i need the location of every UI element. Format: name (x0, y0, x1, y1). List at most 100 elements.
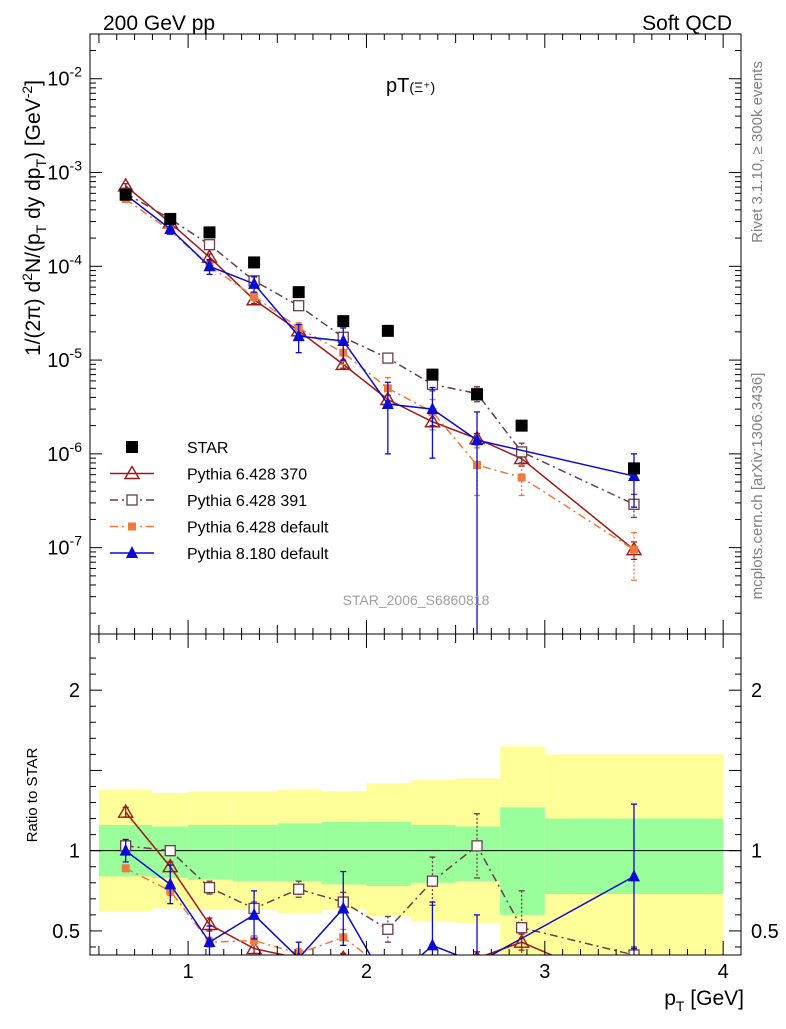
ratio-plot-area (90, 746, 741, 995)
main-data-point (382, 352, 394, 364)
main-y-tick-label: 10-3 (47, 158, 82, 185)
x-tick-label: 1 (183, 961, 194, 983)
main-data-point (337, 333, 350, 346)
main-data-point (426, 402, 439, 415)
main-data-point (381, 324, 394, 337)
rivet-label: Rivet 3.1.10, ≥ 300k events (749, 61, 766, 243)
ratio-data-point (471, 956, 483, 968)
ratio-y-tick-label: 0.5 (52, 921, 80, 943)
uncertainty-band-inner (188, 824, 233, 880)
watermark: STAR_2006_S6860818 (343, 592, 490, 608)
ratio-data-point (381, 972, 395, 984)
ratio-data-point (337, 901, 350, 914)
uncertainty-band-inner (366, 821, 412, 886)
ratio-data-point (627, 869, 640, 882)
ratio-data-point (384, 967, 392, 975)
main-y-tick-label: 10-2 (47, 64, 82, 91)
header-right: Soft QCD (642, 12, 732, 35)
main-data-point (203, 239, 216, 251)
ratio-data-point (293, 883, 305, 895)
ratio-x-axis: 1 2 3 4 (98, 634, 729, 983)
legend-label: Pythia 8.180 default (187, 546, 329, 563)
main-data-point (119, 188, 132, 201)
main-plot-area (117, 177, 643, 634)
ratio-data-point (296, 951, 301, 955)
main-data-point (293, 300, 305, 312)
main-data-point (335, 355, 352, 371)
main-data-point (337, 315, 350, 328)
ratio-data-point (426, 875, 439, 887)
ratio-data-point (627, 983, 641, 995)
x-tick-label: 4 (718, 961, 729, 983)
ratio-series-line (125, 811, 554, 955)
ratio-data-point (382, 923, 394, 935)
plot-title-main: pT (386, 75, 409, 97)
legend-marker (126, 546, 138, 558)
ratio-y-tick-label-right: 0.5 (751, 921, 779, 943)
ratio-data-point (515, 922, 528, 934)
ratio-data-point (245, 940, 263, 955)
main-data-point (629, 545, 638, 554)
uncertainty-band-inner (277, 823, 322, 882)
ratio-data-point (203, 935, 216, 948)
ratio-data-point (426, 938, 439, 951)
ratio-panel: 0.5 0.5 1 1 2 2 1 2 3 4 Ratio to STAR pT [GeV] (24, 633, 779, 1014)
ratio-data-point (203, 881, 216, 894)
legend-item: Pythia 6.428 391 (110, 493, 307, 510)
legend-marker (126, 494, 138, 506)
ratio-data-point (428, 959, 436, 967)
plot-title: pT(Ξ⁺) (386, 75, 435, 97)
ratio-y-axis: 0.5 0.5 1 1 2 2 (52, 657, 779, 948)
main-data-point (250, 292, 259, 301)
x-axis-title: pT [GeV] (664, 987, 744, 1014)
main-data-point (292, 286, 305, 299)
ratio-y-tick-label: 1 (69, 841, 80, 863)
legend-item: Pythia 6.428 370 (110, 465, 307, 484)
uncertainty-band-inner (500, 807, 545, 915)
plot-title-suffix: (Ξ⁺) (409, 79, 435, 95)
legend-item: STAR (126, 440, 228, 457)
legend-item: Pythia 8.180 default (110, 546, 329, 563)
legend: STAR Pythia 6.428 370 Pythia 6.428 391 Pyth… (110, 440, 329, 563)
main-data-point (627, 469, 640, 482)
legend-label: STAR (187, 440, 228, 457)
ratio-data-point (250, 936, 259, 945)
legend-label: Pythia 6.428 391 (187, 493, 307, 510)
main-y-tick-label: 10-7 (47, 533, 82, 560)
main-series (119, 188, 640, 475)
ratio-data-point (121, 864, 130, 873)
main-data-point (381, 397, 394, 410)
ratio-y-tick-label-right: 1 (751, 841, 762, 863)
main-y-axis-title: 1/(2π) d2N/(pT dy dpT) [GeV-2] (19, 80, 49, 356)
main-x-axis (98, 34, 724, 634)
uncertainty-band-inner (232, 824, 278, 882)
main-data-point (471, 433, 484, 446)
ratio-data-point (518, 962, 526, 970)
main-data-point (292, 329, 305, 342)
main-series-line (125, 194, 635, 477)
main-data-point (513, 450, 530, 465)
main-data-point (471, 388, 484, 401)
ratio-data-point (473, 978, 481, 986)
main-y-tick-label: 10-6 (47, 439, 82, 466)
main-series (119, 187, 640, 634)
header-left: 200 GeV pp (103, 12, 215, 35)
main-data-point (627, 462, 640, 475)
legend-marker (123, 465, 141, 480)
main-data-point (203, 226, 216, 239)
main-series-line (125, 192, 635, 505)
uncertainty-band-inner (321, 821, 367, 885)
ratio-panel-frame (89, 633, 742, 956)
main-data-point (517, 473, 526, 482)
ratio-data-point (119, 843, 132, 856)
ratio-series-line (125, 850, 635, 955)
ratio-data-point (382, 978, 394, 990)
ratio-data-point (432, 954, 433, 955)
legend-label: Pythia 6.428 default (187, 520, 329, 537)
legend-label: Pythia 6.428 370 (187, 467, 307, 484)
main-data-point (203, 259, 216, 272)
main-data-point (164, 221, 177, 234)
ratio-data-point (164, 845, 176, 857)
